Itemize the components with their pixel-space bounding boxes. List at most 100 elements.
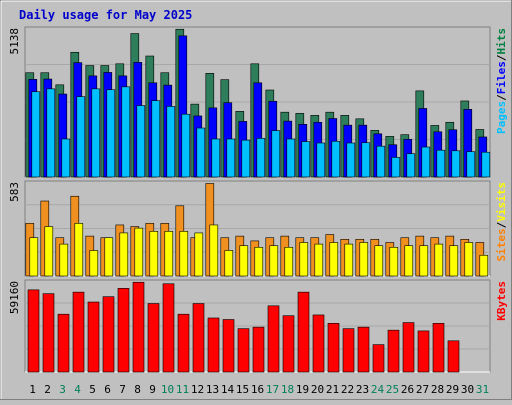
bar-top-pages-day-23: [361, 142, 371, 178]
x-tick-label-day-16: 16: [251, 383, 264, 396]
panel-middle-axis-label-part-0: Sites: [495, 228, 508, 261]
bar-middle-sites-day-25: [389, 246, 399, 277]
bar-bottom-kbytes-day-13: [207, 317, 220, 373]
x-tick-label-day-21: 21: [326, 383, 339, 396]
bar-middle-sites-day-31: [479, 254, 489, 277]
bar-middle-sites-day-22: [344, 243, 354, 277]
x-tick-label-day-30: 30: [461, 383, 474, 396]
bar-middle-sites-day-19: [299, 242, 309, 277]
bar-top-pages-day-31: [481, 151, 491, 178]
chart-title: Daily usage for May 2025: [19, 8, 192, 22]
bar-bottom-kbytes-day-3: [57, 313, 70, 373]
bar-top-pages-day-18: [286, 138, 296, 178]
bar-middle-sites-day-4: [74, 223, 84, 277]
x-tick-label-day-5: 5: [89, 383, 96, 396]
bar-top-pages-day-19: [301, 141, 311, 178]
bar-bottom-kbytes-day-12: [192, 303, 205, 373]
bar-middle-sites-day-24: [374, 245, 384, 277]
bar-middle-sites-day-9: [149, 231, 159, 277]
x-tick-label-day-14: 14: [221, 383, 235, 396]
bar-middle-sites-day-12: [194, 232, 204, 277]
x-tick-label-day-27: 27: [416, 383, 429, 396]
panel-top-axis-label-part-4: Hits: [495, 28, 508, 55]
bar-top-pages-day-5: [91, 88, 101, 178]
bar-middle-sites-day-8: [134, 227, 144, 277]
bar-bottom-kbytes-day-10: [162, 283, 175, 373]
bar-top-pages-day-17: [271, 130, 281, 178]
bar-top-pages-day-6: [106, 89, 116, 178]
bar-bottom-kbytes-day-26: [402, 322, 415, 373]
panel-middle-axis-label-part-1: /: [495, 221, 508, 228]
bar-top-pages-day-16: [256, 138, 266, 178]
bar-top-pages-day-2: [46, 88, 56, 178]
bar-middle-sites-day-7: [119, 232, 129, 277]
bar-bottom-kbytes-day-15: [237, 328, 250, 373]
bar-middle-sites-day-17: [269, 245, 279, 277]
x-tick-label-day-4: 4: [74, 383, 81, 396]
bar-bottom-kbytes-day-19: [297, 291, 310, 373]
bar-bottom-kbytes-day-20: [312, 314, 325, 373]
bar-bottom-kbytes-day-2: [42, 293, 55, 373]
bar-bottom-kbytes-day-27: [417, 330, 430, 373]
bar-top-pages-day-10: [166, 106, 176, 178]
bar-bottom-kbytes-day-16: [252, 326, 265, 373]
bar-bottom-kbytes-day-17: [267, 305, 280, 373]
x-tick-label-day-26: 26: [401, 383, 414, 396]
bar-bottom-kbytes-day-5: [87, 301, 100, 373]
bar-middle-sites-day-20: [314, 243, 324, 277]
x-tick-label-day-22: 22: [341, 383, 354, 396]
x-tick-label-day-20: 20: [311, 383, 324, 396]
bar-top-pages-day-21: [331, 140, 341, 178]
x-tick-label-day-15: 15: [236, 383, 249, 396]
x-tick-label-day-23: 23: [356, 383, 369, 396]
bar-middle-sites-day-29: [449, 245, 459, 277]
bar-bottom-kbytes-day-28: [432, 323, 445, 373]
bar-middle-sites-day-18: [284, 246, 294, 277]
x-tick-label-day-7: 7: [119, 383, 126, 396]
bar-top-pages-day-27: [421, 146, 431, 178]
x-tick-label-day-9: 9: [149, 383, 156, 396]
x-tick-label-day-17: 17: [266, 383, 279, 396]
bar-middle-sites-day-28: [434, 243, 444, 277]
bar-top-pages-day-7: [121, 86, 131, 178]
panel-bottom-axis-label-part-0: KBytes: [495, 281, 508, 321]
bar-bottom-kbytes-day-4: [72, 291, 85, 373]
panel-middle-axis-label: Sites/Visits: [495, 182, 508, 262]
panel-bottom-axis-label: KBytes: [495, 281, 508, 321]
x-tick-label-day-10: 10: [161, 383, 174, 396]
bar-bottom-kbytes-day-22: [342, 328, 355, 373]
x-tick-label-day-8: 8: [134, 383, 141, 396]
panel-bottom-ymax-label: 59160: [8, 281, 21, 314]
bar-bottom-kbytes-day-25: [387, 329, 400, 373]
bar-middle-sites-day-30: [464, 242, 474, 277]
x-tick-label-day-24: 24: [371, 383, 385, 396]
x-tick-label-day-13: 13: [206, 383, 219, 396]
bar-middle-sites-day-26: [404, 245, 414, 277]
bar-top-pages-day-12: [196, 127, 206, 178]
bar-top-pages-day-4: [76, 96, 86, 178]
bar-top-pages-day-26: [406, 153, 416, 178]
panel-middle-ymax-label: 583: [8, 182, 21, 202]
bar-top-pages-day-3: [61, 138, 71, 178]
panel-top-axis-label-part-0: Pages: [495, 101, 508, 134]
bar-middle-sites-day-16: [254, 246, 264, 277]
x-tick-label-day-3: 3: [59, 383, 66, 396]
bar-middle-sites-day-14: [224, 250, 234, 277]
bar-bottom-kbytes-day-6: [102, 296, 115, 373]
bar-middle-sites-day-2: [44, 226, 54, 277]
bar-bottom-kbytes-day-1: [27, 289, 40, 373]
panel-top-ymax-label: 5138: [8, 28, 21, 55]
bar-top-pages-day-24: [376, 145, 386, 178]
bar-top-pages-day-20: [316, 142, 326, 178]
bar-top-pages-day-11: [181, 113, 191, 178]
bar-bottom-kbytes-day-9: [147, 303, 160, 373]
bar-middle-sites-day-15: [239, 245, 249, 277]
bar-middle-sites-day-6: [104, 237, 114, 277]
bar-top-pages-day-14: [226, 138, 236, 178]
x-tick-label-day-19: 19: [296, 383, 309, 396]
bar-middle-sites-day-10: [164, 231, 174, 277]
bar-bottom-kbytes-day-11: [177, 313, 190, 373]
panel-top-axis-label-part-3: /: [495, 54, 508, 61]
bar-top-pages-day-9: [151, 100, 161, 178]
